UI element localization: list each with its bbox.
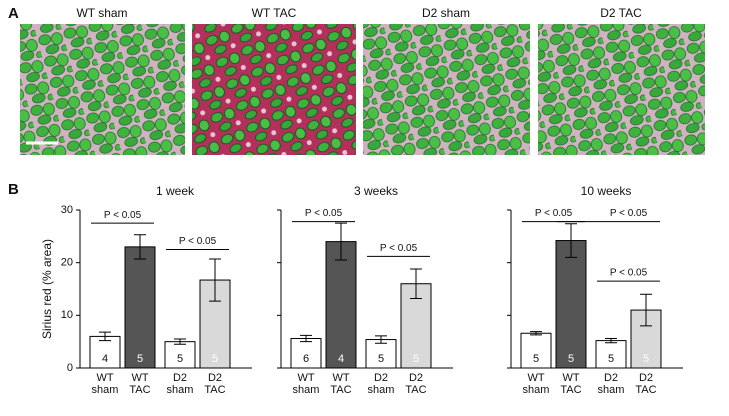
x-tick-label: WT TAC: [129, 372, 151, 396]
n-label: 4: [338, 353, 344, 365]
y-tick-label: 0: [67, 362, 73, 374]
n-label: 5: [137, 353, 143, 365]
bar: [199, 279, 231, 369]
n-label: 5: [378, 353, 384, 365]
micrograph: [363, 24, 530, 155]
x-tick-label: D2 TAC: [635, 372, 657, 396]
panel-label: B: [8, 181, 19, 198]
image-label: WT sham: [76, 6, 127, 20]
error-bar: [605, 338, 617, 344]
error-bar: [335, 222, 347, 261]
y-tick-label: 20: [61, 257, 73, 269]
n-label: 5: [212, 353, 218, 365]
x-tick-label: WT TAC: [330, 372, 352, 396]
bar: [124, 246, 156, 369]
bar: [595, 340, 627, 369]
bar: [290, 338, 322, 369]
x-tick-label: D2 sham: [597, 372, 625, 396]
x-tick-label: D2 TAC: [405, 372, 427, 396]
error-bar: [174, 338, 186, 345]
x-tick-label: D2 TAC: [204, 372, 226, 396]
error-bar: [209, 258, 221, 302]
x-tick-label: WT sham: [292, 372, 320, 396]
significance-label: P < 0.05: [610, 268, 648, 279]
micrograph: [20, 24, 185, 155]
n-label: 6: [303, 353, 309, 365]
significance-label: P < 0.05: [535, 208, 573, 219]
error-bar: [99, 331, 111, 342]
error-bar: [300, 334, 312, 343]
n-label: 5: [177, 353, 183, 365]
bar: [555, 240, 587, 369]
x-tick-label: D2 sham: [166, 372, 194, 396]
y-tick-label: 30: [61, 204, 73, 216]
x-tick-label: WT sham: [91, 372, 119, 396]
x-tick-label: D2 sham: [367, 372, 395, 396]
image-label: D2 TAC: [600, 6, 642, 20]
bar: [89, 335, 121, 369]
x-tick-label: WT sham: [522, 372, 550, 396]
significance-label: P < 0.05: [380, 243, 418, 254]
n-label: 5: [568, 353, 574, 365]
bar: [365, 339, 397, 369]
panel-label: A: [8, 5, 19, 22]
n-label: 5: [533, 353, 539, 365]
image-label: D2 sham: [422, 6, 470, 20]
micrograph: [538, 24, 705, 155]
significance-label: P < 0.05: [305, 208, 343, 219]
significance-label: P < 0.05: [104, 210, 142, 221]
significance-label: P < 0.05: [610, 208, 648, 219]
error-bar: [530, 331, 542, 336]
bar: [325, 241, 357, 369]
error-bar: [375, 335, 387, 344]
chart-title: 3 weeks: [354, 184, 398, 198]
image-label: WT TAC: [252, 6, 297, 20]
x-tick-label: WT TAC: [560, 372, 582, 396]
y-tick-label: 10: [61, 309, 73, 321]
error-bar: [640, 293, 652, 327]
n-label: 5: [608, 353, 614, 365]
micrograph: [192, 24, 356, 155]
chart-title: 10 weeks: [581, 184, 632, 198]
error-bar: [410, 268, 422, 299]
y-axis-label: Sirius red (% area): [40, 239, 54, 339]
n-label: 5: [643, 353, 649, 365]
n-label: 4: [102, 353, 108, 365]
n-label: 5: [413, 353, 419, 365]
error-bar: [565, 223, 577, 258]
error-bar: [134, 234, 146, 260]
significance-label: P < 0.05: [179, 236, 217, 247]
chart-title: 1 week: [156, 184, 195, 198]
